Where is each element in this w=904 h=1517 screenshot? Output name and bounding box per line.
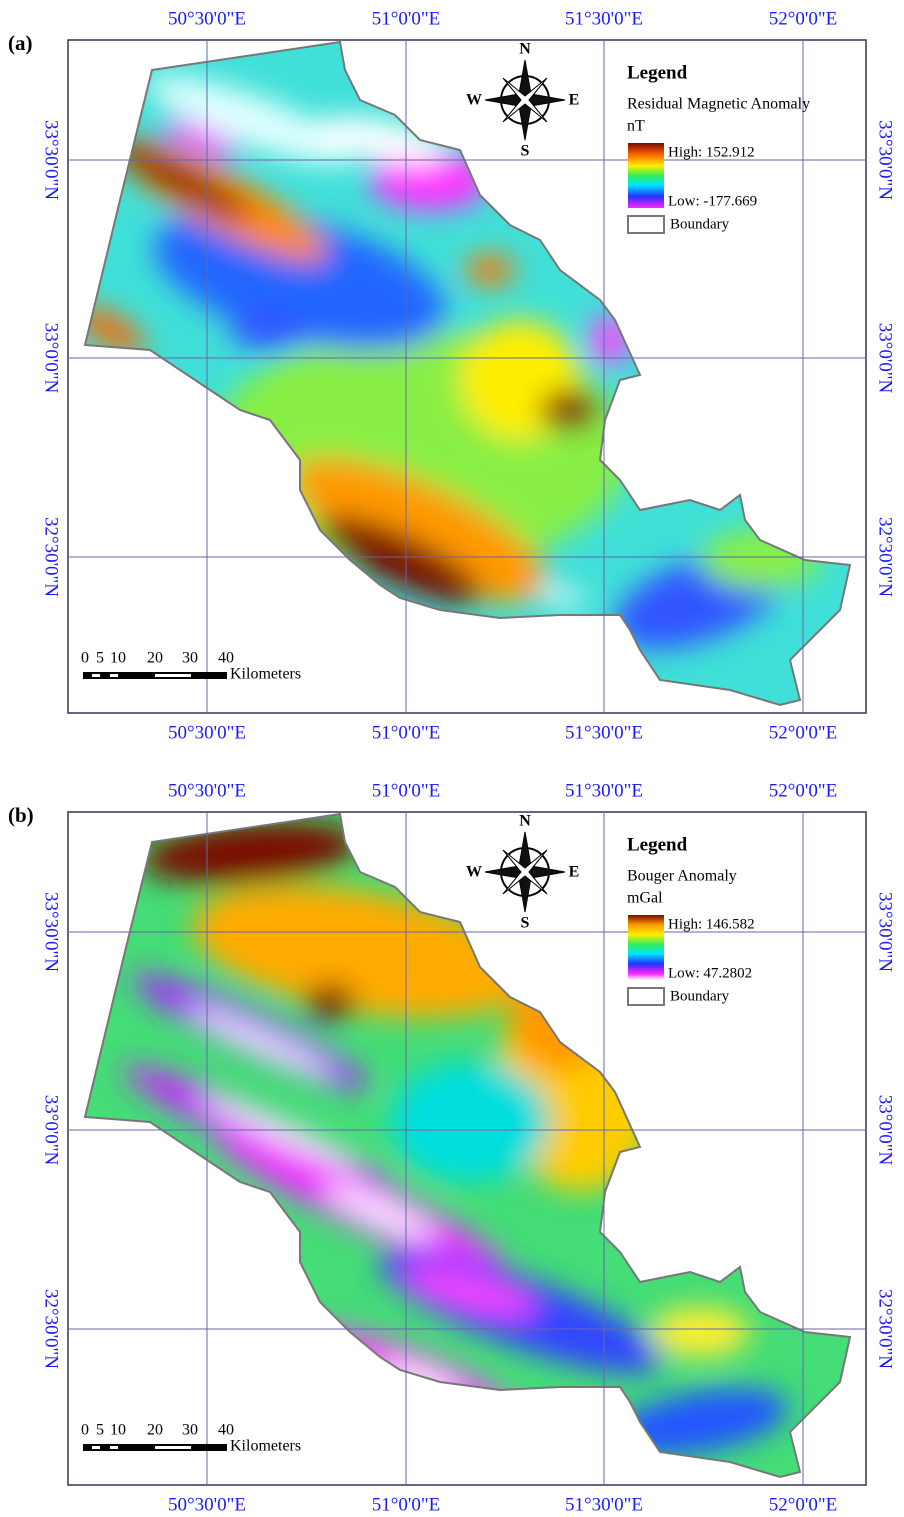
legend-layer: Residual Magnetic Anomaly: [627, 96, 810, 113]
legend-boundary: Boundary: [670, 988, 730, 1004]
scale-tick-label: 10: [110, 650, 126, 667]
panel-label: (b): [8, 803, 34, 827]
y-label-right: 33°30'0"N: [875, 892, 896, 972]
panel: (a) 50°30'0"E 50°30'0"E 51°0'0"E 51°0'0"E 51°…: [8, 8, 896, 743]
compass-w: W: [466, 92, 482, 109]
compass-n: N: [519, 41, 531, 58]
panel: (b) 50°30'0"E 50°30'0"E 51°0'0"E 51°0'0"E 51°…: [8, 780, 896, 1515]
legend-ramp: [628, 915, 664, 980]
legend-title: Legend: [627, 834, 688, 855]
legend-low: Low: -177.669: [668, 193, 757, 209]
anomaly-blob: [390, 1062, 550, 1182]
figure: (a) 50°30'0"E 50°30'0"E 51°0'0"E 51°0'0"E 51°…: [0, 0, 904, 1517]
compass-e: E: [569, 864, 580, 881]
y-label-left: 33°30'0"N: [41, 892, 62, 972]
scale-tick-label: 5: [96, 1422, 104, 1439]
y-label-left: 32°30'0"N: [41, 1289, 62, 1369]
legend-layer: Bouger Anomaly: [627, 868, 737, 885]
y-label-left: 32°30'0"N: [41, 517, 62, 597]
anomaly-blob: [230, 310, 310, 350]
scale-bar-segment: [110, 1446, 118, 1449]
x-label-top: 51°30'0"E: [565, 8, 643, 29]
x-label-top: 50°30'0"E: [168, 8, 246, 29]
anomaly-blob: [650, 1307, 750, 1357]
compass-s: S: [521, 143, 530, 160]
x-label-top: 52°0'0"E: [769, 8, 837, 29]
x-label-bottom: 51°30'0"E: [565, 1494, 643, 1515]
anomaly-blob: [540, 390, 600, 430]
scale-tick-label: 10: [110, 1422, 126, 1439]
scale-tick-label: 0: [81, 1422, 89, 1439]
x-label-top: 51°30'0"E: [565, 780, 643, 801]
y-label-right: 33°0'0"N: [875, 323, 896, 394]
legend-low: Low: 47.2802: [668, 965, 752, 981]
x-label-bottom: 51°0'0"E: [372, 1494, 440, 1515]
y-label-left: 33°0'0"N: [41, 323, 62, 394]
x-label-top: 52°0'0"E: [769, 780, 837, 801]
x-label-bottom: 51°30'0"E: [565, 722, 643, 743]
x-label-top: 50°30'0"E: [168, 780, 246, 801]
legend-high: High: 152.912: [668, 144, 755, 160]
scale-unit: Kilometers: [230, 666, 301, 683]
anomaly-blob: [465, 255, 515, 285]
x-label-bottom: 50°30'0"E: [168, 1494, 246, 1515]
y-label-left: 33°30'0"N: [41, 120, 62, 200]
legend-boundary-swatch: [628, 216, 664, 233]
scale-bar-segment: [92, 674, 100, 677]
legend-ramp: [628, 143, 664, 208]
scale-tick-label: 40: [218, 650, 234, 667]
scale-tick-label: 30: [182, 650, 198, 667]
y-label-right: 32°30'0"N: [875, 517, 896, 597]
scale-tick-label: 0: [81, 650, 89, 667]
legend-unit: mGal: [627, 890, 663, 907]
x-label-bottom: 52°0'0"E: [769, 722, 837, 743]
legend-boundary: Boundary: [670, 216, 730, 232]
anomaly-blob: [305, 984, 355, 1020]
scale-tick-label: 40: [218, 1422, 234, 1439]
x-label-bottom: 52°0'0"E: [769, 1494, 837, 1515]
scale-tick-label: 30: [182, 1422, 198, 1439]
scale-tick-label: 5: [96, 650, 104, 667]
page: (a) 50°30'0"E 50°30'0"E 51°0'0"E 51°0'0"E 51°…: [0, 0, 904, 1517]
x-label-top: 51°0'0"E: [372, 780, 440, 801]
scale-bar-segment: [92, 1446, 100, 1449]
y-label-right: 33°30'0"N: [875, 120, 896, 200]
y-label-left: 33°0'0"N: [41, 1095, 62, 1166]
scale-bar-segment: [155, 674, 191, 677]
panel-label: (a): [8, 31, 33, 55]
scale-tick-label: 20: [147, 650, 163, 667]
scale-unit: Kilometers: [230, 1438, 301, 1455]
y-label-right: 32°30'0"N: [875, 1289, 896, 1369]
scale-bar-segment: [110, 674, 118, 677]
compass-s: S: [521, 915, 530, 932]
y-label-right: 33°0'0"N: [875, 1095, 896, 1166]
compass-w: W: [466, 864, 482, 881]
compass-e: E: [569, 92, 580, 109]
legend-high: High: 146.582: [668, 916, 755, 932]
x-label-bottom: 51°0'0"E: [372, 722, 440, 743]
x-label-bottom: 50°30'0"E: [168, 722, 246, 743]
x-label-top: 51°0'0"E: [372, 8, 440, 29]
legend-unit: nT: [627, 118, 645, 135]
compass-n: N: [519, 813, 531, 830]
legend-title: Legend: [627, 62, 688, 83]
scale-bar-segment: [155, 1446, 191, 1449]
legend-boundary-swatch: [628, 988, 664, 1005]
scale-tick-label: 20: [147, 1422, 163, 1439]
